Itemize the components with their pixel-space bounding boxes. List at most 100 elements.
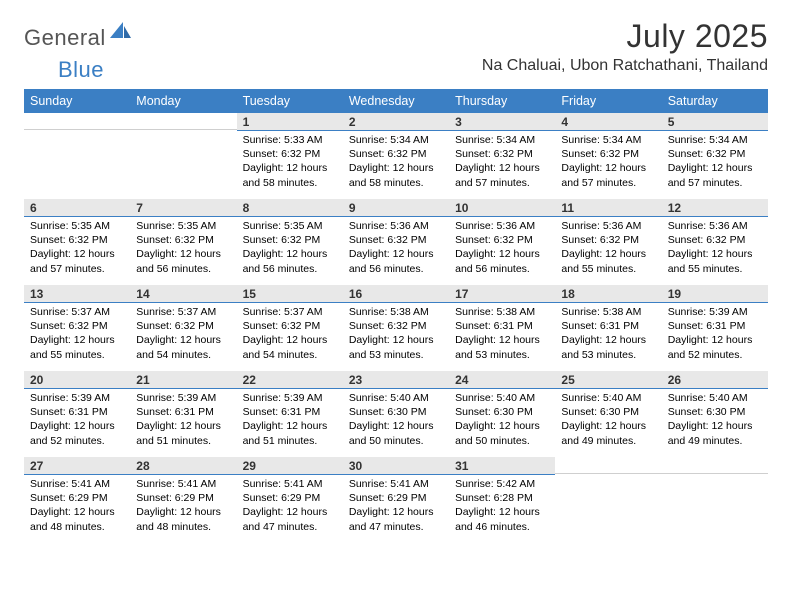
calendar-week-row: 1Sunrise: 5:33 AMSunset: 6:32 PMDaylight… [24,113,768,199]
calendar-cell: 10Sunrise: 5:36 AMSunset: 6:32 PMDayligh… [449,199,555,285]
day-header: Monday [130,89,236,113]
calendar-cell: 2Sunrise: 5:34 AMSunset: 6:32 PMDaylight… [343,113,449,199]
calendar-cell: 19Sunrise: 5:39 AMSunset: 6:31 PMDayligh… [662,285,768,371]
sunset-text: Sunset: 6:29 PM [349,491,443,505]
daylight-text: Daylight: 12 hours and 56 minutes. [455,247,549,275]
calendar-cell: 3Sunrise: 5:34 AMSunset: 6:32 PMDaylight… [449,113,555,199]
daylight-text: Daylight: 12 hours and 57 minutes. [455,161,549,189]
calendar-cell: 26Sunrise: 5:40 AMSunset: 6:30 PMDayligh… [662,371,768,457]
cell-body: Sunrise: 5:40 AMSunset: 6:30 PMDaylight:… [662,389,768,450]
cell-body: Sunrise: 5:33 AMSunset: 6:32 PMDaylight:… [237,131,343,192]
sunrise-text: Sunrise: 5:42 AM [455,477,549,491]
day-number-bar: 9 [343,199,449,217]
sunrise-text: Sunrise: 5:34 AM [349,133,443,147]
daylight-text: Daylight: 12 hours and 53 minutes. [349,333,443,361]
sunset-text: Sunset: 6:32 PM [668,233,762,247]
sunset-text: Sunset: 6:31 PM [668,319,762,333]
day-header: Wednesday [343,89,449,113]
daylight-text: Daylight: 12 hours and 57 minutes. [561,161,655,189]
sunset-text: Sunset: 6:32 PM [455,147,549,161]
daylight-text: Daylight: 12 hours and 56 minutes. [243,247,337,275]
sunset-text: Sunset: 6:29 PM [136,491,230,505]
sunrise-text: Sunrise: 5:39 AM [136,391,230,405]
day-number: 29 [243,459,256,473]
calendar-cell: 12Sunrise: 5:36 AMSunset: 6:32 PMDayligh… [662,199,768,285]
day-number-bar [24,113,130,130]
daylight-text: Daylight: 12 hours and 55 minutes. [30,333,124,361]
sunrise-text: Sunrise: 5:40 AM [668,391,762,405]
day-number-bar: 8 [237,199,343,217]
cell-body: Sunrise: 5:36 AMSunset: 6:32 PMDaylight:… [449,217,555,278]
sunset-text: Sunset: 6:32 PM [243,147,337,161]
cell-body: Sunrise: 5:35 AMSunset: 6:32 PMDaylight:… [130,217,236,278]
day-number-bar: 21 [130,371,236,389]
day-number-bar: 1 [237,113,343,131]
cell-body: Sunrise: 5:41 AMSunset: 6:29 PMDaylight:… [343,475,449,536]
cell-body [555,474,661,478]
cell-body: Sunrise: 5:39 AMSunset: 6:31 PMDaylight:… [130,389,236,450]
sunrise-text: Sunrise: 5:36 AM [561,219,655,233]
day-number-bar: 16 [343,285,449,303]
day-number-bar: 5 [662,113,768,131]
cell-body: Sunrise: 5:41 AMSunset: 6:29 PMDaylight:… [130,475,236,536]
calendar-cell: 25Sunrise: 5:40 AMSunset: 6:30 PMDayligh… [555,371,661,457]
day-number-bar: 27 [24,457,130,475]
calendar-week-row: 13Sunrise: 5:37 AMSunset: 6:32 PMDayligh… [24,285,768,371]
calendar-cell: 1Sunrise: 5:33 AMSunset: 6:32 PMDaylight… [237,113,343,199]
sunrise-text: Sunrise: 5:34 AM [455,133,549,147]
calendar-week-row: 27Sunrise: 5:41 AMSunset: 6:29 PMDayligh… [24,457,768,543]
day-number: 23 [349,373,362,387]
calendar-cell: 29 Sunrise: 5:41 AMSunset: 6:29 PMDayligh… [237,457,343,543]
daylight-text: Daylight: 12 hours and 51 minutes. [243,419,337,447]
day-number: 31 [455,459,468,473]
day-number-bar [130,113,236,130]
sunrise-text: Sunrise: 5:35 AM [136,219,230,233]
day-number: 24 [455,373,468,387]
cell-body: Sunrise: 5:40 AMSunset: 6:30 PMDaylight:… [343,389,449,450]
day-header: Tuesday [237,89,343,113]
calendar-table: Sunday Monday Tuesday Wednesday Thursday… [24,89,768,543]
calendar-cell: 30Sunrise: 5:41 AMSunset: 6:29 PMDayligh… [343,457,449,543]
day-number: 22 [243,373,256,387]
day-number: 19 [668,287,681,301]
sunset-text: Sunset: 6:31 PM [455,319,549,333]
calendar-cell [662,457,768,543]
cell-body: Sunrise: 5:40 AMSunset: 6:30 PMDaylight:… [449,389,555,450]
sunrise-text: Sunrise: 5:40 AM [349,391,443,405]
day-number: 14 [136,287,149,301]
day-number-bar: 6 [24,199,130,217]
daylight-text: Daylight: 12 hours and 47 minutes. [349,505,443,533]
sunrise-text: Sunrise: 5:35 AM [243,219,337,233]
day-number: 20 [30,373,43,387]
sunset-text: Sunset: 6:32 PM [136,233,230,247]
calendar-cell: 16Sunrise: 5:38 AMSunset: 6:32 PMDayligh… [343,285,449,371]
daylight-text: Daylight: 12 hours and 48 minutes. [136,505,230,533]
day-number-bar: 29 [237,457,343,475]
day-number: 25 [561,373,574,387]
logo-text-general: General [24,25,106,51]
day-header-row: Sunday Monday Tuesday Wednesday Thursday… [24,89,768,113]
day-number-bar: 25 [555,371,661,389]
cell-body: Sunrise: 5:34 AMSunset: 6:32 PMDaylight:… [343,131,449,192]
cell-body: Sunrise: 5:36 AMSunset: 6:32 PMDaylight:… [555,217,661,278]
calendar-cell: 8Sunrise: 5:35 AMSunset: 6:32 PMDaylight… [237,199,343,285]
cell-body [130,130,236,134]
day-number-bar [662,457,768,474]
calendar-body: 1Sunrise: 5:33 AMSunset: 6:32 PMDaylight… [24,113,768,543]
calendar-cell: 9Sunrise: 5:36 AMSunset: 6:32 PMDaylight… [343,199,449,285]
day-number: 5 [668,115,675,129]
day-number-bar: 12 [662,199,768,217]
day-number-bar: 20 [24,371,130,389]
cell-body: Sunrise: 5:38 AMSunset: 6:31 PMDaylight:… [555,303,661,364]
daylight-text: Daylight: 12 hours and 53 minutes. [561,333,655,361]
day-number-bar: 23 [343,371,449,389]
daylight-text: Daylight: 12 hours and 58 minutes. [349,161,443,189]
sunset-text: Sunset: 6:32 PM [349,319,443,333]
sunrise-text: Sunrise: 5:33 AM [243,133,337,147]
cell-body: Sunrise: 5:34 AMSunset: 6:32 PMDaylight:… [662,131,768,192]
cell-body: Sunrise: 5:41 AMSunset: 6:29 PMDaylight:… [237,475,343,536]
daylight-text: Daylight: 12 hours and 49 minutes. [561,419,655,447]
sunrise-text: Sunrise: 5:37 AM [243,305,337,319]
cell-body [24,130,130,134]
day-header: Sunday [24,89,130,113]
